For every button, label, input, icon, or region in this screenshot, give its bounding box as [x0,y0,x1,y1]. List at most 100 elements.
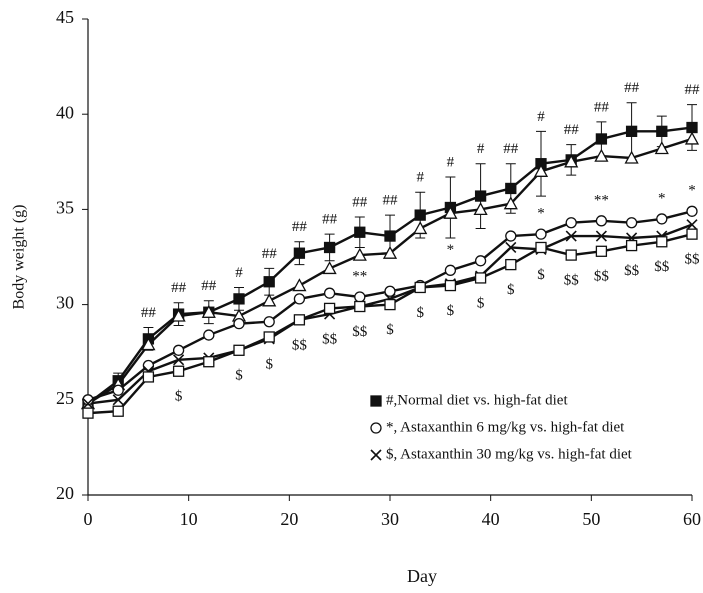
marker [233,344,245,356]
legend-label: *, Astaxanthin 6 mg/kg vs. high-fat diet [386,419,625,435]
marker [505,241,517,254]
significance-label: $$ [564,273,580,289]
marker [322,261,337,275]
marker [684,131,700,145]
marker [505,182,517,195]
marker [263,331,275,343]
significance-label: # [477,141,485,157]
marker [354,300,366,313]
significance-label: ## [141,305,157,321]
marker [112,394,124,406]
significance-label: ## [503,141,519,157]
marker [535,228,547,240]
marker [594,148,609,162]
marker [172,365,185,377]
marker [142,371,155,383]
marker [565,217,577,229]
x-tick-label: 60 [683,509,701,529]
marker [323,302,336,315]
marker [292,278,307,292]
x-tick-label: 10 [180,509,198,529]
marker [173,354,185,366]
marker [112,405,124,417]
x-tick-label: 20 [280,509,298,529]
significance-label: $ [235,368,243,384]
marker [625,125,638,137]
marker [413,221,428,235]
marker [565,249,577,261]
marker [293,314,306,326]
marker [203,356,215,368]
marker [414,209,426,221]
significance-label: ## [383,193,399,209]
marker [656,236,668,248]
significance-label: ## [564,122,580,138]
marker [82,398,94,410]
marker [382,245,398,259]
significance-label: * [447,242,455,258]
significance-label: ** [352,268,367,284]
marker [370,449,382,461]
significance-label: $ [386,322,394,338]
marker [474,272,487,284]
marker [82,407,94,419]
significance-label: $$ [624,263,640,279]
marker [293,247,306,259]
marker [595,230,607,242]
x-axis-label: Day [407,566,437,586]
marker [233,317,245,330]
marker [203,329,215,341]
marker [474,190,487,202]
marker [141,337,156,351]
marker [505,258,517,271]
significance-label: $$ [292,337,308,353]
marker [262,293,277,307]
marker [354,291,366,303]
marker [370,395,382,407]
marker [533,163,549,177]
marker [444,264,457,276]
significance-label: ## [685,82,701,98]
x-tick-label: 50 [582,509,600,529]
significance-label: # [235,265,243,281]
marker [263,276,275,288]
significance-label: ## [624,80,640,96]
marker [625,239,638,252]
marker [172,344,185,356]
marker [82,394,94,406]
significance-label: ## [262,246,278,262]
marker [686,228,698,240]
significance-label: $ [477,295,485,311]
significance-label: $$ [322,332,338,348]
marker [354,226,366,238]
significance-label: $$ [352,324,368,340]
marker [384,285,396,297]
marker [112,384,124,396]
significance-label: # [447,154,455,170]
marker [171,308,186,322]
y-tick-label: 30 [56,293,74,313]
marker [686,205,698,217]
significance-label: $$ [685,252,701,268]
y-tick-label: 45 [56,7,74,27]
x-tick-label: 30 [381,509,399,529]
y-axis-label: Body weight (g) [11,205,28,310]
marker [656,213,668,225]
significance-label: ## [201,278,217,294]
marker [503,196,518,210]
significance-label: * [688,183,696,199]
y-tick-label: 25 [56,388,74,408]
significance-label: ** [594,192,609,208]
marker [370,422,382,434]
marker [565,230,577,242]
marker [535,241,547,254]
marker [595,215,608,227]
marker [564,154,579,168]
marker [444,279,457,292]
marker [233,293,245,305]
legend-label: $, Astaxanthin 30 mg/kg vs. high-fat die… [386,446,633,462]
y-tick-label: 40 [56,102,74,122]
y-tick-label: 35 [56,198,74,218]
